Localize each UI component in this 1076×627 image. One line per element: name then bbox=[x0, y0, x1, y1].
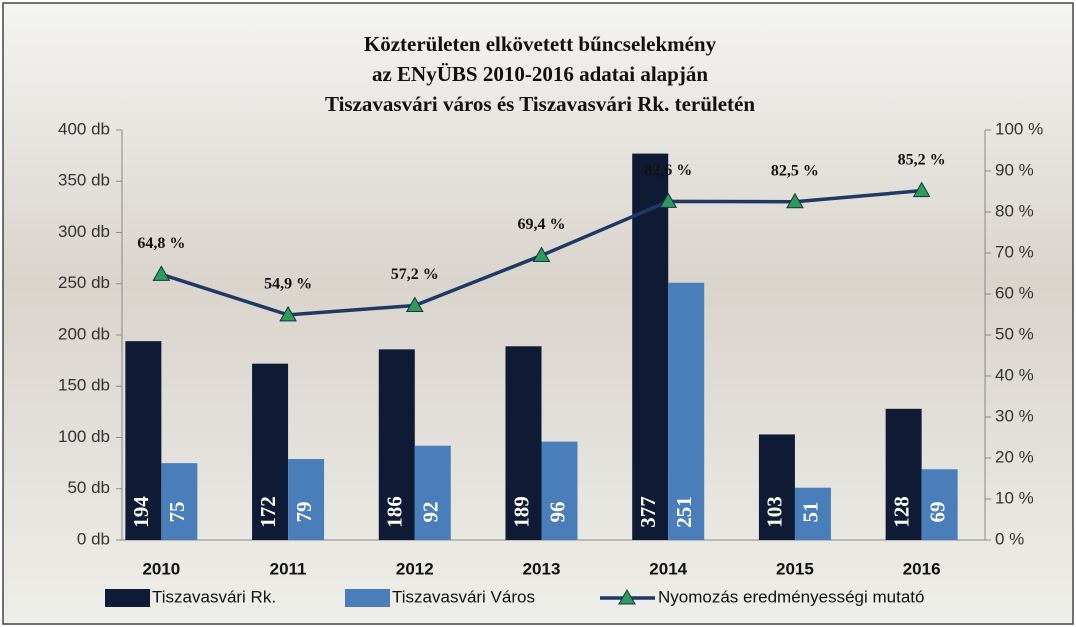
bar bbox=[415, 446, 451, 540]
y-tick-label: 0 db bbox=[77, 529, 110, 548]
y2-tick-label: 60 % bbox=[995, 283, 1034, 302]
line-value-label: 82,6 % bbox=[644, 162, 692, 179]
bar bbox=[288, 459, 324, 540]
line-value-label: 54,9 % bbox=[264, 276, 312, 293]
x-tick-label: 2015 bbox=[776, 559, 814, 578]
bar-value-label: 377 bbox=[636, 496, 660, 528]
x-tick-label: 2016 bbox=[903, 559, 941, 578]
y-tick-label: 250 db bbox=[58, 273, 110, 292]
legend-label: Tiszavasvári Város bbox=[392, 587, 535, 606]
chart-title: Közterületen elkövetett bűncselekmény bbox=[364, 32, 717, 56]
line-value-label: 57,2 % bbox=[391, 266, 439, 283]
bar-value-label: 194 bbox=[129, 496, 153, 528]
x-tick-label: 2012 bbox=[396, 559, 434, 578]
y-tick-label: 150 db bbox=[58, 376, 110, 395]
x-tick-label: 2010 bbox=[142, 559, 180, 578]
bar-value-label: 186 bbox=[383, 496, 407, 528]
y-tick-label: 400 db bbox=[58, 119, 110, 138]
line-value-label: 85,2 % bbox=[898, 151, 946, 168]
y2-tick-label: 50 % bbox=[995, 324, 1034, 343]
legend-swatch bbox=[105, 589, 150, 607]
chart-title: Tiszavasvári város és Tiszavasvári Rk. t… bbox=[325, 92, 755, 116]
bar bbox=[632, 154, 668, 540]
y2-tick-label: 100 % bbox=[995, 119, 1043, 138]
x-tick-label: 2011 bbox=[270, 559, 307, 578]
bar-value-label: 69 bbox=[925, 502, 949, 523]
y2-tick-label: 20 % bbox=[995, 447, 1034, 466]
y2-tick-label: 70 % bbox=[995, 242, 1034, 261]
chart-title: az ENyÜBS 2010-2016 adatai alapján bbox=[372, 62, 708, 86]
y2-tick-label: 30 % bbox=[995, 406, 1034, 425]
y2-tick-label: 40 % bbox=[995, 365, 1034, 384]
y-tick-label: 50 db bbox=[67, 478, 110, 497]
bar-value-label: 189 bbox=[509, 496, 533, 528]
y2-tick-label: 80 % bbox=[995, 201, 1034, 220]
line-value-label: 69,4 % bbox=[518, 216, 566, 233]
x-tick-label: 2013 bbox=[523, 559, 561, 578]
legend-label: Nyomozás eredményességi mutató bbox=[658, 587, 924, 606]
line-value-label: 64,8 % bbox=[137, 235, 185, 252]
bar-value-label: 128 bbox=[889, 496, 913, 528]
x-tick-label: 2014 bbox=[649, 559, 687, 578]
y-tick-label: 350 db bbox=[58, 171, 110, 190]
y-tick-label: 200 db bbox=[58, 324, 110, 343]
bar-value-label: 251 bbox=[672, 496, 696, 528]
bar bbox=[542, 442, 578, 540]
bar-value-label: 79 bbox=[292, 502, 316, 523]
y-tick-label: 300 db bbox=[58, 222, 110, 241]
bar-value-label: 96 bbox=[545, 502, 569, 523]
legend-label: Tiszavasvári Rk. bbox=[152, 587, 276, 606]
y2-tick-label: 0 % bbox=[995, 529, 1024, 548]
bar-value-label: 75 bbox=[165, 502, 189, 523]
y2-tick-label: 10 % bbox=[995, 488, 1034, 507]
y2-tick-label: 90 % bbox=[995, 160, 1034, 179]
bar-value-label: 92 bbox=[419, 502, 443, 523]
line-value-label: 82,5 % bbox=[771, 162, 819, 179]
legend-swatch bbox=[345, 589, 390, 607]
chart: Közterületen elkövetett bűncselekmény az… bbox=[0, 0, 1076, 627]
bar-value-label: 172 bbox=[256, 496, 280, 528]
y-tick-label: 100 db bbox=[58, 427, 110, 446]
bar-value-label: 103 bbox=[763, 496, 787, 528]
bar-value-label: 51 bbox=[799, 502, 823, 523]
